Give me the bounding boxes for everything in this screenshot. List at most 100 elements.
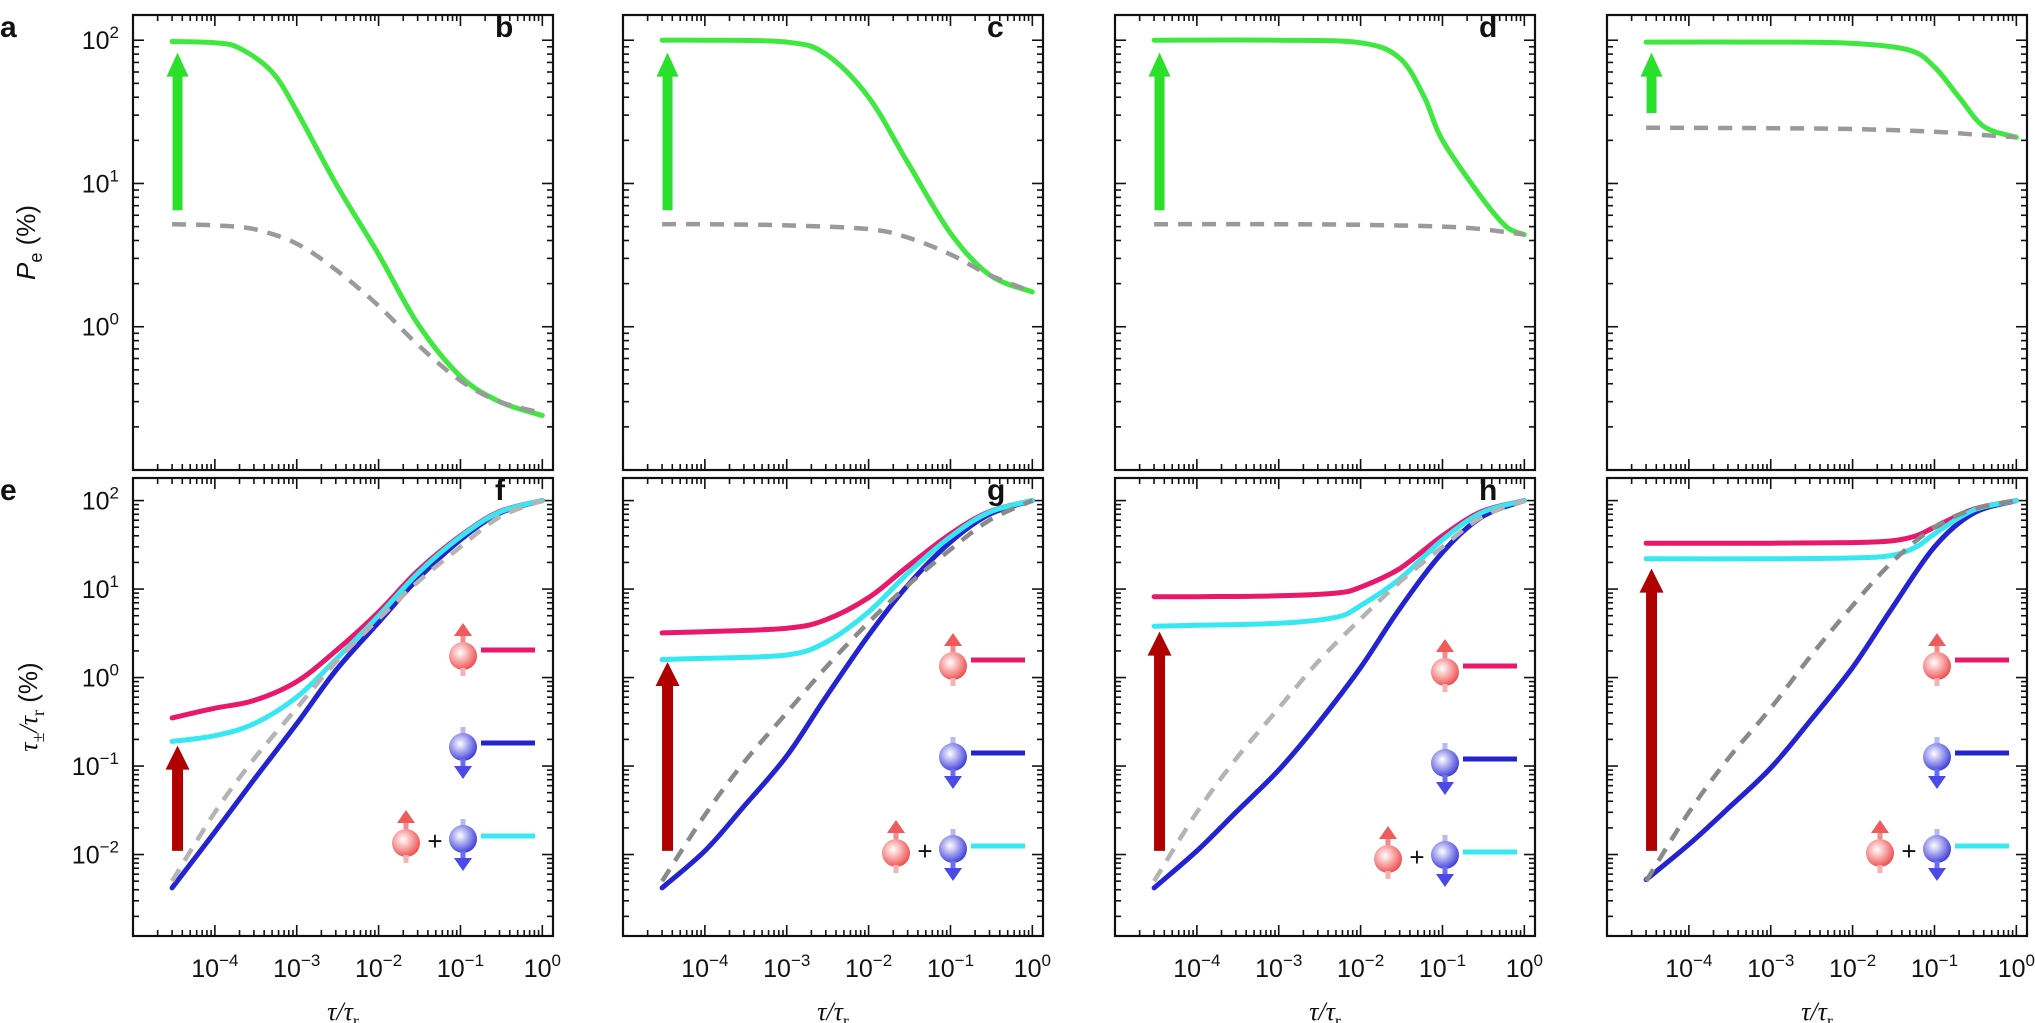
spin-arrow-tail <box>403 855 409 863</box>
spin-arrow-shaft <box>950 769 956 779</box>
spin-down-icon <box>1923 829 1951 881</box>
tick-exponent: 0 <box>1534 951 1543 970</box>
tick-exponent: −3 <box>1283 951 1302 970</box>
series-line-spin-up <box>169 498 545 721</box>
spin-up-icon <box>449 623 477 676</box>
x-tick-label: 10−2 <box>845 951 892 983</box>
label-sub: r <box>28 710 48 716</box>
label-main: P <box>11 262 41 280</box>
tick-base: 10 <box>72 753 100 781</box>
label-unit: (%) <box>11 205 41 253</box>
spin-arrow-tail <box>1934 678 1940 686</box>
tick-base: 10 <box>82 488 110 516</box>
spin-down-icon <box>449 727 477 779</box>
legend-plus: + <box>1901 836 1916 866</box>
panel-label: e <box>0 474 17 507</box>
panel-label: d <box>1479 11 1497 44</box>
panel-label: c <box>987 11 1004 44</box>
spin-arrow-head <box>1379 826 1397 839</box>
y-tick-label: 10−2 <box>72 838 119 870</box>
spin-arrow-head <box>454 858 472 871</box>
arrow-shaft <box>1646 590 1658 851</box>
arrow-head <box>1148 52 1171 77</box>
spin-arrow-tail <box>950 678 956 686</box>
spin-arrow-tail <box>1442 835 1448 843</box>
control-arrow <box>1640 52 1663 114</box>
spin-ball <box>1431 749 1459 777</box>
tick-exponent: 2 <box>110 23 119 42</box>
spin-arrow-head <box>454 623 472 636</box>
tick-base: 10 <box>1998 955 2026 983</box>
spin-ball <box>939 743 967 771</box>
panel-b: b <box>495 11 1045 472</box>
y-tick-label: 100 <box>82 310 119 342</box>
spin-arrow-tail <box>1442 684 1448 692</box>
spin-down-icon <box>449 819 477 871</box>
y-tick-label: 102 <box>82 23 119 55</box>
x-axis-label: τ/τr <box>1309 997 1341 1023</box>
series-line-Pe-uncontrolled <box>172 221 543 416</box>
series-line-superposition <box>169 498 545 744</box>
panel-label: f <box>495 474 506 507</box>
series-line-Pe-controlled <box>169 39 545 418</box>
x-tick-label: 100 <box>1998 951 2035 983</box>
tick-exponent: −2 <box>100 838 119 857</box>
legend-plus: + <box>1409 842 1424 872</box>
control-arrow <box>656 52 679 211</box>
spin-arrow-head <box>1928 633 1946 646</box>
axis-frame <box>131 13 555 472</box>
label-sub: e <box>26 253 46 263</box>
spin-arrow-head <box>944 776 962 789</box>
y-tick-label: 100 <box>82 661 119 693</box>
spin-arrow-tail <box>950 737 956 745</box>
spin-ball <box>939 835 967 863</box>
label-sub: r <box>1827 1011 1833 1023</box>
tick-exponent: −3 <box>1775 951 1794 970</box>
spin-up-icon <box>392 810 420 863</box>
label-mid: /τ <box>14 714 43 734</box>
spin-ball <box>882 839 910 867</box>
tick-base: 10 <box>1419 955 1447 983</box>
tick-exponent: −4 <box>219 951 238 970</box>
x-tick-label: 10−2 <box>355 951 402 983</box>
tick-base: 10 <box>82 576 110 604</box>
label-main: τ <box>14 741 43 752</box>
spin-arrow-tail <box>1442 743 1448 751</box>
label-unit: (%) <box>13 662 43 710</box>
spin-ball <box>1923 652 1951 680</box>
control-arrow <box>165 745 190 851</box>
tick-base: 10 <box>1829 955 1857 983</box>
panel-label: g <box>987 474 1005 507</box>
spin-down-icon <box>1431 835 1459 887</box>
series-line-spin-down <box>659 498 1035 891</box>
axis-frame <box>1113 13 1537 472</box>
spin-ball <box>1431 841 1459 869</box>
spin-arrow-head <box>397 810 415 823</box>
y-tick-label: 101 <box>82 572 119 604</box>
label-main: τ/τ <box>817 997 845 1023</box>
series-line-superposition <box>1151 498 1527 629</box>
spin-up-icon <box>1374 826 1402 879</box>
tick-exponent: −1 <box>955 951 974 970</box>
y-tick-label: 101 <box>82 166 119 198</box>
spin-arrow-head <box>1871 820 1889 833</box>
x-tick-label: 100 <box>1506 951 1543 983</box>
control-arrow <box>1639 568 1664 851</box>
spin-arrow-shaft <box>1442 775 1448 785</box>
tick-base: 10 <box>191 955 219 983</box>
spin-down-icon <box>1923 737 1951 789</box>
spin-arrow-shaft <box>1934 769 1940 779</box>
x-tick-label: 10−3 <box>273 951 320 983</box>
spin-up-icon <box>1866 820 1894 873</box>
tick-exponent: 1 <box>110 166 119 185</box>
spin-ball <box>1431 658 1459 686</box>
series-line-superposition <box>659 498 1035 662</box>
tick-base: 10 <box>82 170 110 198</box>
arrow-head <box>1147 631 1172 656</box>
spin-ball <box>392 829 420 857</box>
spin-ball <box>449 733 477 761</box>
